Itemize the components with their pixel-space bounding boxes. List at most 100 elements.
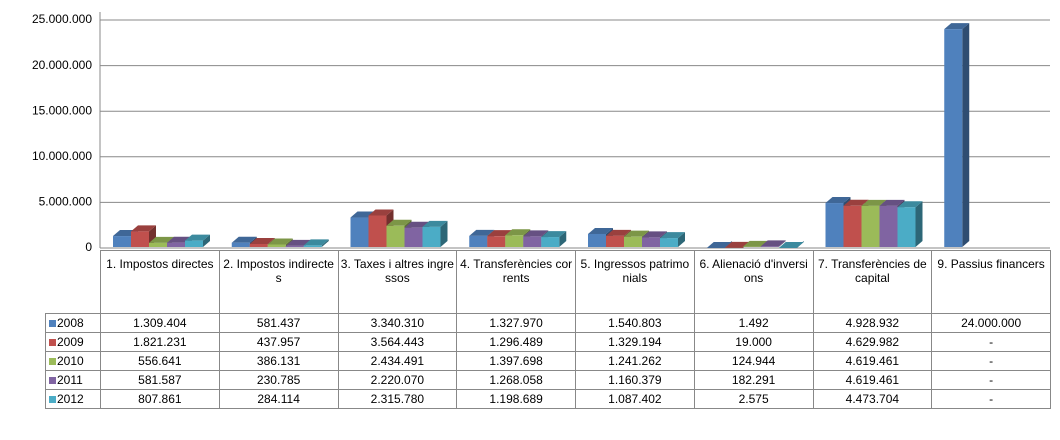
bar <box>422 226 441 247</box>
bar <box>267 244 286 247</box>
bar-top <box>541 231 567 238</box>
header-row: 1. Impostos directes 2. Impostos indirect… <box>45 250 1051 314</box>
bar <box>368 215 387 247</box>
bar-top <box>505 229 531 236</box>
bar <box>231 242 250 247</box>
value-cell: 4.928.932 <box>812 313 933 333</box>
legend-label: 2011 <box>57 373 83 387</box>
bar-side <box>321 239 329 247</box>
bar <box>469 235 488 247</box>
value-cell: 4.619.461 <box>812 370 933 390</box>
bar <box>624 236 642 247</box>
value-cell: 1.397.698 <box>456 351 576 371</box>
bar <box>879 205 898 247</box>
category-label: 9. Passius financers <box>931 250 1051 314</box>
category-label: 5. Ingressos patrimonials <box>575 250 695 314</box>
bar <box>760 246 779 247</box>
category-label: 1. Impostos directes <box>100 250 220 314</box>
bar-top <box>879 199 905 206</box>
value-cell: - <box>931 389 1051 409</box>
bar-side <box>203 234 210 247</box>
value-cell: 581.587 <box>100 370 220 390</box>
data-row: 2010 556.641 386.131 2.434.491 1.397.698 1.24… <box>45 351 1051 371</box>
bar <box>386 225 405 247</box>
bar-top <box>778 241 804 248</box>
category-label: 4. Transferències corrents <box>456 250 576 314</box>
value-cell: 1.268.058 <box>456 370 576 390</box>
bar-side <box>962 23 970 248</box>
bar-top <box>303 239 329 246</box>
value-cell: 581.437 <box>218 313 339 333</box>
legend-swatch <box>49 358 56 365</box>
category-label: 2. Impostos indirectes <box>218 250 339 314</box>
value-cell: 24.000.000 <box>931 313 1051 333</box>
value-cell: 807.861 <box>100 389 220 409</box>
value-cell: 2.220.070 <box>337 370 458 390</box>
bar <box>825 203 844 247</box>
bar <box>149 242 167 247</box>
bar <box>861 205 880 247</box>
value-cell: 1.821.231 <box>100 332 220 352</box>
value-cell: - <box>931 370 1051 390</box>
bar <box>487 236 506 247</box>
value-cell: 182.291 <box>693 370 814 390</box>
bar-top <box>760 240 786 247</box>
bar <box>523 236 542 247</box>
value-cell: 230.785 <box>218 370 339 390</box>
bar-top <box>267 238 293 245</box>
legend-cell: 2010 <box>45 351 101 371</box>
value-cell: 1.492 <box>693 313 814 333</box>
legend-cell: 2008 <box>45 313 101 333</box>
data-row: 2009 1.821.231 437.957 3.564.443 1.296.489 1.… <box>45 332 1051 352</box>
corner <box>45 250 101 314</box>
legend-cell: 2009 <box>45 332 101 352</box>
bar <box>897 207 916 247</box>
legend-swatch <box>49 320 56 327</box>
data-table: 1. Impostos directes 2. Impostos indirect… <box>45 250 1051 409</box>
value-cell: 2.434.491 <box>337 351 458 371</box>
bar <box>505 235 524 247</box>
value-cell: 19.000 <box>693 332 814 352</box>
y-tick-label: 15.000.000 <box>32 103 92 117</box>
bar-top <box>624 230 649 237</box>
value-cell: 1.327.970 <box>456 313 576 333</box>
y-tick-label: 10.000.000 <box>32 149 92 163</box>
value-cell: 2.315.780 <box>337 389 458 409</box>
bar <box>131 231 149 247</box>
bar <box>167 242 185 247</box>
value-cell: 437.957 <box>218 332 339 352</box>
bar <box>660 238 678 247</box>
y-tick-label: 5.000.000 <box>39 195 93 209</box>
data-row: 2008 1.309.404 581.437 3.340.310 1.327.970 1.… <box>45 313 1051 333</box>
bar <box>249 244 268 247</box>
bar-top <box>861 199 887 206</box>
legend-swatch <box>49 396 56 403</box>
bar-top <box>588 227 613 234</box>
legend-swatch <box>49 339 56 346</box>
bar-side <box>678 232 685 247</box>
bar <box>185 240 203 247</box>
value-cell: 4.629.982 <box>812 332 933 352</box>
value-cell: 1.540.803 <box>575 313 695 333</box>
value-cell: 1.309.404 <box>100 313 220 333</box>
legend-label: 2008 <box>57 316 84 330</box>
bar <box>606 235 624 247</box>
legend-label: 2009 <box>57 335 84 349</box>
value-cell: - <box>931 332 1051 352</box>
bar-top <box>606 229 631 236</box>
bar <box>944 29 963 248</box>
value-cell: 124.944 <box>693 351 814 371</box>
legend-swatch <box>49 377 56 384</box>
bar-top <box>386 219 412 226</box>
bar-side <box>440 220 448 247</box>
bar <box>541 237 560 247</box>
bar <box>350 217 369 247</box>
category-label: 7. Transferències de capital <box>812 250 933 314</box>
bar <box>588 233 606 247</box>
bar-top <box>897 201 923 208</box>
bar-top <box>642 231 667 238</box>
legend-label: 2010 <box>57 354 84 368</box>
bar-side <box>915 201 923 247</box>
